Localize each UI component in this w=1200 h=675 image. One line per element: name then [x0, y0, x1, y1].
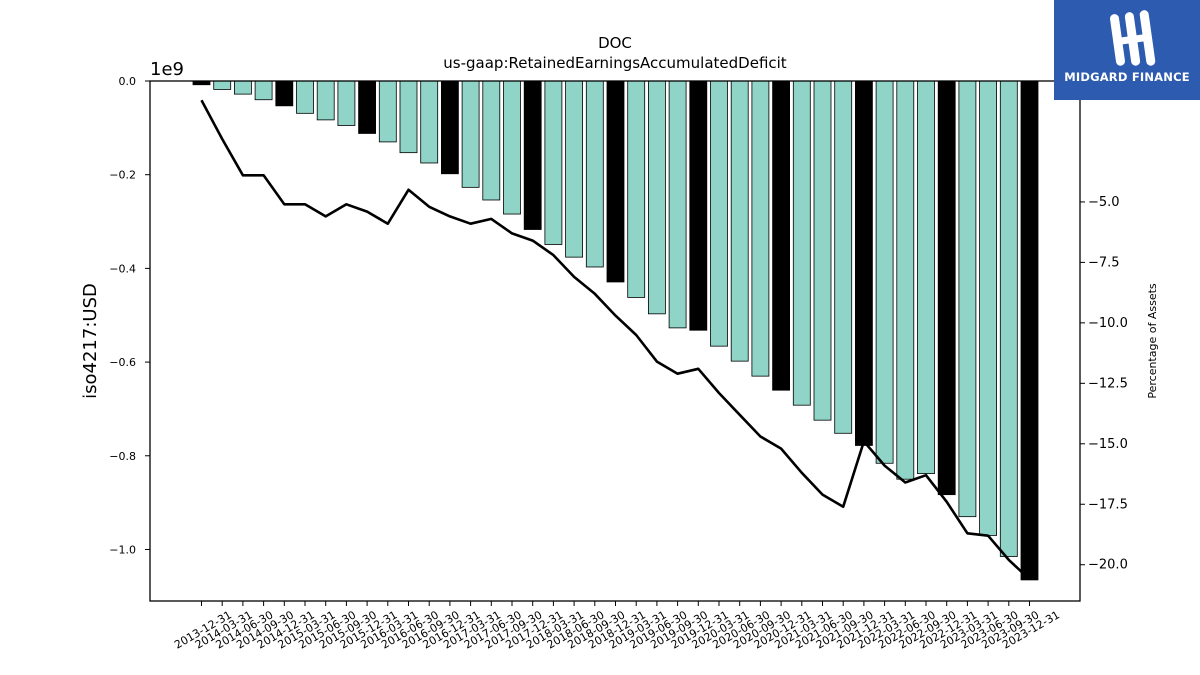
assets-pct-line — [200, 99, 1031, 581]
bar — [440, 80, 459, 175]
y-tick-label: −1.0 — [109, 543, 136, 556]
y-tick-label: 0.0 — [119, 75, 137, 88]
y-offset-label: 1e9 — [150, 59, 184, 80]
logo-mark-icon — [1110, 10, 1156, 66]
bar — [855, 80, 873, 446]
bar — [875, 80, 894, 464]
chart-title: DOC — [598, 34, 632, 52]
bar — [565, 80, 583, 258]
bar — [420, 80, 439, 164]
bar — [399, 80, 418, 154]
bar — [668, 80, 687, 329]
bar — [254, 80, 273, 101]
y2-tick-label: −12.5 — [1088, 376, 1128, 391]
bar — [544, 80, 563, 245]
y-tick-label: −0.2 — [109, 169, 136, 182]
y2-tick-label: −5.0 — [1088, 195, 1120, 210]
y-axis-label: iso4217:USD — [80, 283, 101, 399]
bar — [275, 80, 294, 107]
x-tick-group: 2013-12-312014-03-312014-06-302014-09-30… — [172, 601, 1062, 652]
bar — [358, 80, 377, 134]
bar — [627, 80, 646, 298]
bar — [896, 80, 915, 480]
bar — [813, 80, 832, 421]
bar — [751, 80, 770, 377]
y-tick-label: −0.8 — [109, 450, 136, 463]
bar — [958, 80, 977, 518]
brand-logo: MIDGARD FINANCE — [1054, 0, 1200, 100]
bar — [772, 80, 790, 391]
y-tick-label: −0.6 — [109, 356, 136, 369]
bar — [296, 80, 314, 114]
bar — [213, 80, 232, 90]
bar — [792, 80, 811, 406]
bar — [503, 80, 521, 215]
bar — [482, 80, 501, 201]
bar — [523, 80, 542, 230]
bar — [1020, 80, 1039, 581]
bar — [979, 80, 997, 536]
y-tick-group: 0.0 −0.2 −0.4 −0.6 −0.8 −1.0 — [109, 75, 150, 556]
bar — [316, 80, 335, 121]
bar — [834, 80, 853, 434]
bar — [689, 80, 708, 331]
logo-text: MIDGARD FINANCE — [1064, 70, 1190, 84]
y2-tick-label: −7.5 — [1088, 255, 1120, 270]
bar — [917, 80, 935, 474]
bar — [730, 80, 749, 362]
bar — [937, 80, 956, 496]
bar — [585, 80, 604, 268]
line-group — [200, 99, 1031, 581]
y2-tick-label: −20.0 — [1088, 558, 1128, 573]
y-tick-label: −0.4 — [109, 262, 136, 275]
bar — [606, 80, 625, 283]
bar — [648, 80, 666, 315]
bar — [461, 80, 480, 188]
bar — [233, 80, 252, 95]
chart-subtitle: us-gaap:RetainedEarningsAccumulatedDefic… — [443, 54, 787, 72]
y2-tick-label: −15.0 — [1088, 437, 1128, 452]
y2-axis-label: Percentage of Assets — [1146, 283, 1159, 399]
bar — [337, 80, 356, 126]
bar — [710, 80, 728, 347]
y2-tick-label: −10.0 — [1088, 316, 1128, 331]
bar — [378, 80, 397, 143]
y2-tick-group: −5.0 −7.5 −10.0 −12.5 −15.0 −17.5 −20.0 — [1080, 195, 1128, 573]
y2-tick-label: −17.5 — [1088, 497, 1128, 512]
bar — [999, 80, 1018, 557]
bar-group — [192, 80, 1039, 581]
